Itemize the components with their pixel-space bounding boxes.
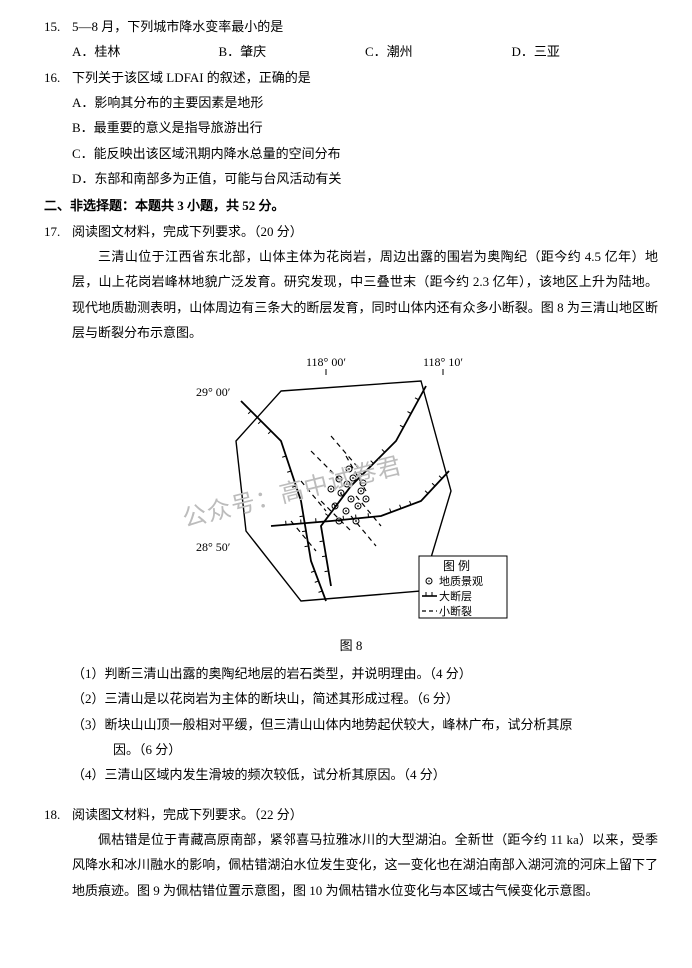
q17-s3a: （3）断块山山顶一般相对平缓，但三清山山体内地势起伏较大，峰林广布，试分析其原: [44, 712, 658, 737]
figure8: 118° 00′ 118° 10′ 29° 00′ 28° 50′ 图 例 地质…: [44, 351, 658, 658]
q17-para: 三清山位于江西省东北部，山体主体为花岗岩，周边出露的围岩为奥陶纪（距今约 4.5…: [72, 244, 658, 345]
q15-opt-b: B．肇庆: [219, 39, 366, 64]
q17-s1: （1）判断三清山出露的奥陶纪地层的岩石类型，并说明理由。（4 分）: [44, 661, 658, 686]
figure8-caption: 图 8: [340, 633, 363, 658]
q16-opt-d: D．东部和南部多为正值，可能与台风活动有关: [44, 166, 658, 191]
q18-para: 佩枯错是位于青藏高原南部，紧邻喜马拉雅冰川的大型湖泊。全新世（距今约 11 ka…: [72, 827, 658, 903]
q15-text: 5—8 月，下列城市降水变率最小的是: [72, 14, 658, 39]
q17: 17. 阅读图文材料，完成下列要求。（20 分）: [44, 219, 658, 244]
section2-header: 二、非选择题：本题共 3 小题，共 52 分。: [44, 193, 658, 218]
legend-l3: 小断裂: [439, 604, 472, 618]
q17-s2: （2）三清山是以花岗岩为主体的断块山，简述其形成过程。（6 分）: [44, 686, 658, 711]
q15-opt-c: C．潮州: [365, 39, 512, 64]
q16-opt-a: A．影响其分布的主要因素是地形: [44, 90, 658, 115]
q16-opt-b: B．最重要的意义是指导旅游出行: [44, 115, 658, 140]
q17-s4: （4）三清山区域内发生滑坡的频次较低，试分析其原因。（4 分）: [44, 762, 658, 787]
figure8-svg: 118° 00′ 118° 10′ 29° 00′ 28° 50′ 图 例 地质…: [191, 351, 511, 631]
q17-head: 阅读图文材料，完成下列要求。（20 分）: [72, 219, 658, 244]
faults-group: [241, 386, 449, 601]
q16-opt-c: C．能反映出该区域汛期内降水总量的空间分布: [44, 141, 658, 166]
legend-title: 图 例: [443, 559, 470, 573]
q15-opt-a: A．桂林: [72, 39, 219, 64]
axis-lon1: 118° 00′: [306, 355, 346, 369]
q16-num: 16.: [44, 65, 72, 90]
q18: 18. 阅读图文材料，完成下列要求。（22 分）: [44, 802, 658, 827]
q18-head: 阅读图文材料，完成下列要求。（22 分）: [72, 802, 658, 827]
q17-s3b: 因。（6 分）: [44, 737, 658, 762]
axis-lat2: 28° 50′: [196, 540, 231, 554]
q16-text: 下列关于该区域 LDFAI 的叙述，正确的是: [72, 65, 658, 90]
q15-options: A．桂林 B．肇庆 C．潮州 D．三亚: [44, 39, 658, 64]
axis-lon2: 118° 10′: [423, 355, 463, 369]
legend-l1: 地质景观: [439, 575, 483, 588]
fractures-group: [291, 436, 381, 551]
legend-l2: 大断层: [439, 589, 472, 603]
axis-lat1: 29° 00′: [196, 385, 231, 399]
q17-num: 17.: [44, 219, 72, 244]
q15-num: 15.: [44, 14, 72, 39]
q15-opt-d: D．三亚: [512, 39, 659, 64]
q16: 16. 下列关于该区域 LDFAI 的叙述，正确的是: [44, 65, 658, 90]
q18-num: 18.: [44, 802, 72, 827]
spacer: [44, 788, 658, 802]
q15: 15. 5—8 月，下列城市降水变率最小的是: [44, 14, 658, 39]
